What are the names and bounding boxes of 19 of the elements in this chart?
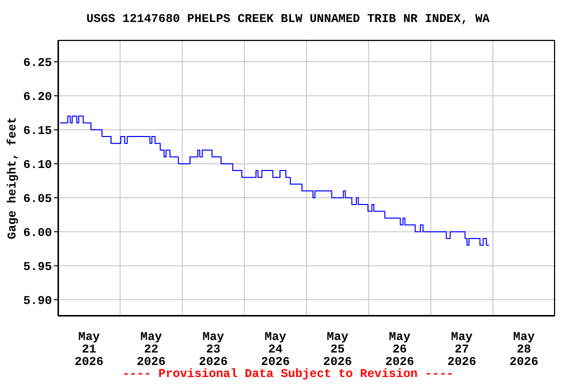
x-tick-label: May 21 2026	[74, 330, 104, 369]
x-tick-label: May 27 2026	[447, 330, 476, 369]
y-axis-title: Gage height, feet	[5, 116, 20, 240]
x-tick-label: May 23 2026	[198, 330, 228, 369]
y-tick-label: 5.90	[23, 294, 52, 308]
y-tick-label: 6.00	[23, 226, 52, 240]
x-tick-label: May 26 2026	[385, 330, 414, 369]
y-tick-label: 5.95	[23, 260, 52, 274]
y-tick-label: 6.25	[23, 56, 52, 70]
y-tick-label: 6.05	[23, 192, 52, 206]
text: ---- Provisional Data Subject to Revision ----	[122, 367, 454, 381]
x-tick-label: May 28 2026	[510, 330, 538, 369]
x-tick-label: May 25 2026	[323, 330, 352, 369]
y-tick-label: 6.15	[23, 124, 52, 138]
y-tick-label: 6.20	[23, 90, 52, 104]
chart-title: USGS 12147680 PHELPS CREEK BLW UNNAMED TRIB NR INDEX, WA	[85, 12, 491, 26]
x-tick-label: May 22 2026	[136, 330, 166, 369]
y-tick-label: 6.10	[23, 158, 52, 172]
x-tick-label: May 24 2026	[261, 330, 290, 369]
